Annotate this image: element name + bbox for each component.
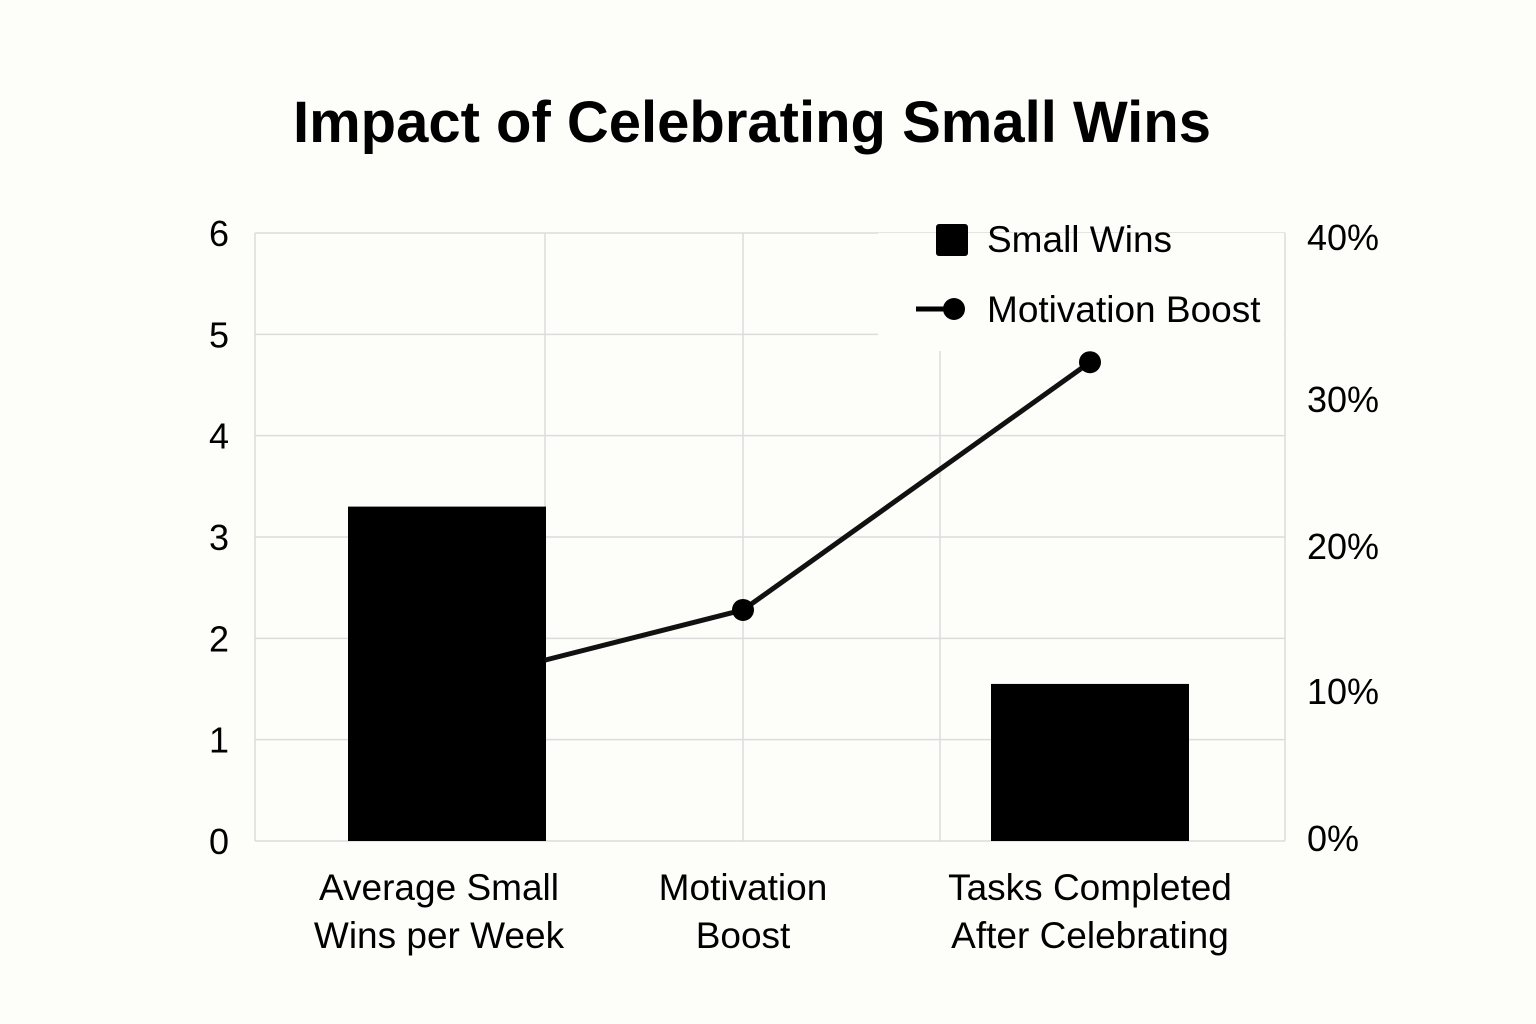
line-point: [732, 598, 754, 621]
x-category-label: After Celebrating: [951, 915, 1229, 956]
line-point: [1079, 351, 1101, 374]
legend-line-marker: [943, 298, 965, 320]
x-category-label: Average Small: [319, 867, 559, 908]
y-right-tick-label: 10%: [1307, 671, 1379, 712]
x-category-label: Boost: [696, 915, 791, 956]
y-left-tick-label: 3: [209, 517, 229, 558]
line-series: [544, 360, 1092, 663]
y-left-tick-label: 1: [209, 720, 229, 761]
chart-title: Impact of Celebrating Small Wins: [293, 90, 1211, 155]
y-left-tick-label: 0: [209, 821, 229, 862]
y-left-tick-label: 4: [209, 416, 229, 457]
x-category-label: Motivation: [659, 867, 828, 908]
x-category-label: Tasks Completed: [948, 867, 1232, 908]
y-left-tick-label: 5: [209, 314, 229, 355]
bar: [348, 506, 546, 841]
bar: [991, 683, 1189, 841]
y-right-tick-label: 30%: [1307, 379, 1379, 420]
legend-label-motivation-boost: Motivation Boost: [987, 289, 1261, 330]
x-category-label: Wins per Week: [314, 915, 565, 956]
y-left-tick-label: 6: [209, 213, 229, 254]
y-right-tick-label: 40%: [1307, 217, 1379, 258]
legend-label-small-wins: Small Wins: [987, 219, 1172, 260]
y-right-tick-label: 20%: [1307, 526, 1379, 567]
y-right-tick-label: 0%: [1307, 818, 1359, 859]
legend-bar-swatch: [936, 224, 968, 256]
y-left-tick-label: 2: [209, 618, 229, 659]
